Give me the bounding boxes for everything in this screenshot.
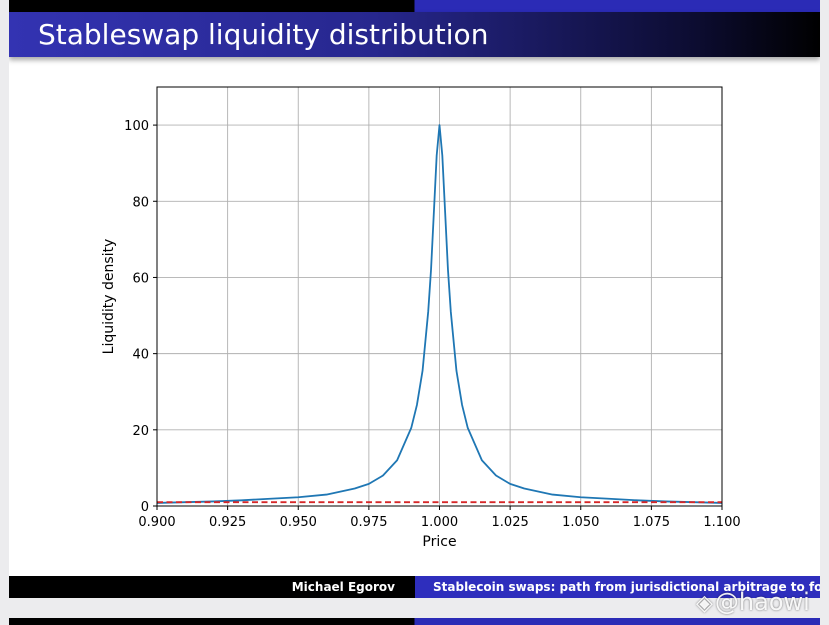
next-slide-strip (9, 618, 820, 625)
y-tick-label: 80 (132, 195, 149, 210)
y-tick-label: 60 (132, 271, 149, 286)
previous-slide-strip (9, 0, 820, 12)
y-tick-label: 100 (124, 119, 149, 134)
watermark-text: @haowi (714, 588, 810, 616)
x-tick-label: 1.025 (492, 515, 529, 530)
y-tick-label: 40 (132, 348, 149, 363)
diamond-logo-icon: ◈ (696, 591, 713, 616)
x-tick-label: 0.900 (138, 515, 175, 530)
x-tick-label: 0.925 (209, 515, 246, 530)
footer: Michael Egorov Stablecoin swaps: path fr… (9, 576, 820, 598)
x-axis-label: Price (422, 534, 456, 550)
liquidity-chart: 0.900 0.925 0.950 0.975 1.000 1.025 1.050 1.075… (101, 86, 741, 550)
watermark: ◈@haowi (696, 584, 810, 620)
x-tick-label: 1.100 (703, 515, 740, 530)
y-tick-label: 0 (141, 500, 149, 515)
slide-title: Stableswap liquidity distribution (38, 18, 489, 51)
y-tick-label: 20 (132, 424, 149, 439)
x-tick-label: 0.975 (350, 515, 387, 530)
title-bar: Stableswap liquidity distribution (9, 12, 820, 57)
x-tick-label: 1.075 (633, 515, 670, 530)
x-tick-label: 1.050 (562, 515, 599, 530)
x-tick-label: 0.950 (280, 515, 317, 530)
footer-talk-title: Stablecoin swaps: path from jurisdiction… (415, 576, 820, 598)
y-axis-label: Liquidity density (101, 239, 117, 355)
x-tick-label: 1.000 (421, 515, 458, 530)
liquidity-density-curve (156, 124, 723, 504)
slide: Stableswap liquidity distribution 0.900 0… (9, 0, 820, 598)
footer-author: Michael Egorov (9, 576, 415, 598)
